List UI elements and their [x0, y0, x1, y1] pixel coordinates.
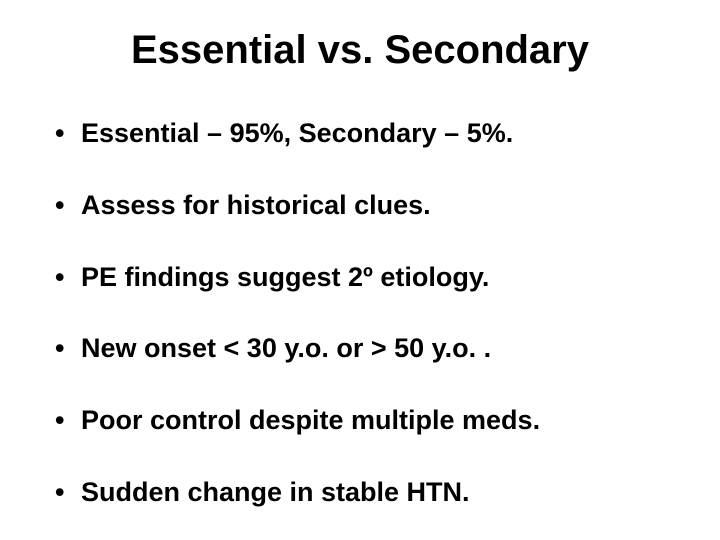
bullet-item: Assess for historical clues.	[53, 189, 675, 223]
bullet-list: Essential – 95%, Secondary – 5%. Assess …	[45, 117, 675, 510]
bullet-item: Sudden change in stable HTN.	[53, 476, 675, 510]
bullet-item: PE findings suggest 2º etiology.	[53, 261, 675, 295]
bullet-item: New onset < 30 y.o. or > 50 y.o. .	[53, 332, 675, 366]
bullet-item: Essential – 95%, Secondary – 5%.	[53, 117, 675, 151]
slide-title: Essential vs. Secondary	[45, 28, 675, 73]
bullet-item: Poor control despite multiple meds.	[53, 404, 675, 438]
